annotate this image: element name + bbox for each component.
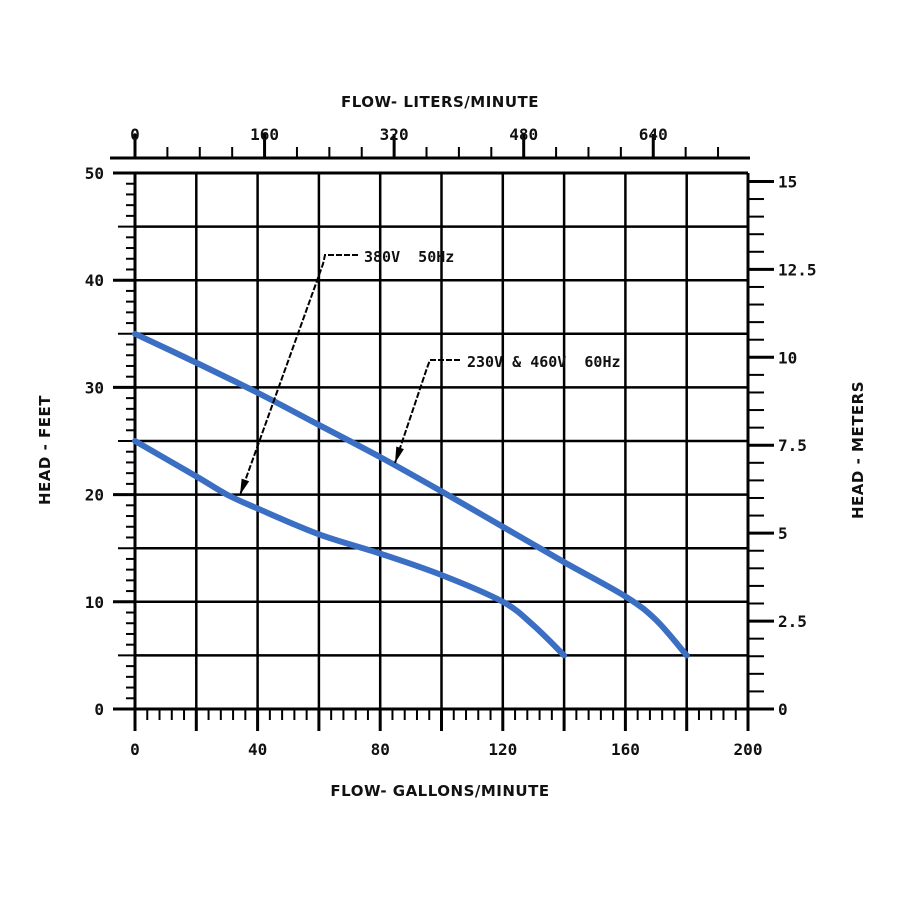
y-tick-label: 10 (85, 593, 104, 612)
y-tick-label: 30 (85, 378, 104, 397)
leader-380v-50hz (239, 254, 358, 496)
axis-ticks (110, 134, 774, 731)
y2-tick-label: 15 (778, 172, 797, 191)
y-tick-label: 20 (85, 486, 104, 505)
x-tick-label: 40 (248, 740, 267, 759)
top-axis-title: FLOW- LITERS/MINUTE (341, 93, 539, 111)
x2-tick-label: 640 (639, 125, 668, 144)
x2-tick-label: 160 (250, 125, 279, 144)
curve-380v-50hz (132, 438, 568, 659)
x2-tick-label: 480 (509, 125, 538, 144)
leader-380v-50hz-arrowhead (240, 478, 250, 495)
y2-tick-label: 12.5 (778, 260, 817, 279)
annotations (239, 254, 460, 496)
y2-tick-label: 2.5 (778, 612, 807, 631)
y2-tick-label: 0 (778, 700, 788, 719)
y2-tick-label: 5 (778, 524, 788, 543)
y-tick-label: 50 (85, 164, 104, 183)
pump-curves (132, 330, 690, 659)
annotation-380v-50hz-label: 380V 50Hz (364, 248, 454, 266)
x2-tick-label: 0 (130, 125, 140, 144)
x2-tick-label: 320 (380, 125, 409, 144)
leader-230v-460v-60hz (394, 359, 460, 464)
leader-230v-460v-60hz-arrowhead (395, 446, 404, 463)
bottom-axis-title: FLOW- GALLONS/MINUTE (330, 782, 549, 800)
grid (133, 171, 750, 711)
x-tick-label: 0 (130, 740, 140, 759)
x-tick-label: 120 (488, 740, 517, 759)
tick-labels: 0 40 80 120 160 200 0 160 320 480 640 0 10 20 30 40 50 0 2… (85, 125, 817, 759)
right-axis-title: HEAD - METERS (849, 381, 867, 519)
curve-230v-460v-60hz (132, 330, 690, 659)
y-tick-label: 40 (85, 271, 104, 290)
x-tick-label: 80 (371, 740, 390, 759)
x-tick-label: 200 (734, 740, 763, 759)
y2-tick-label: 7.5 (778, 436, 807, 455)
annotation-60hz-label: 230V & 460V 60Hz (467, 353, 621, 371)
left-axis-title: HEAD - FEET (36, 395, 54, 505)
y-tick-label: 0 (94, 700, 104, 719)
x-tick-label: 160 (611, 740, 640, 759)
y2-tick-label: 10 (778, 348, 797, 367)
